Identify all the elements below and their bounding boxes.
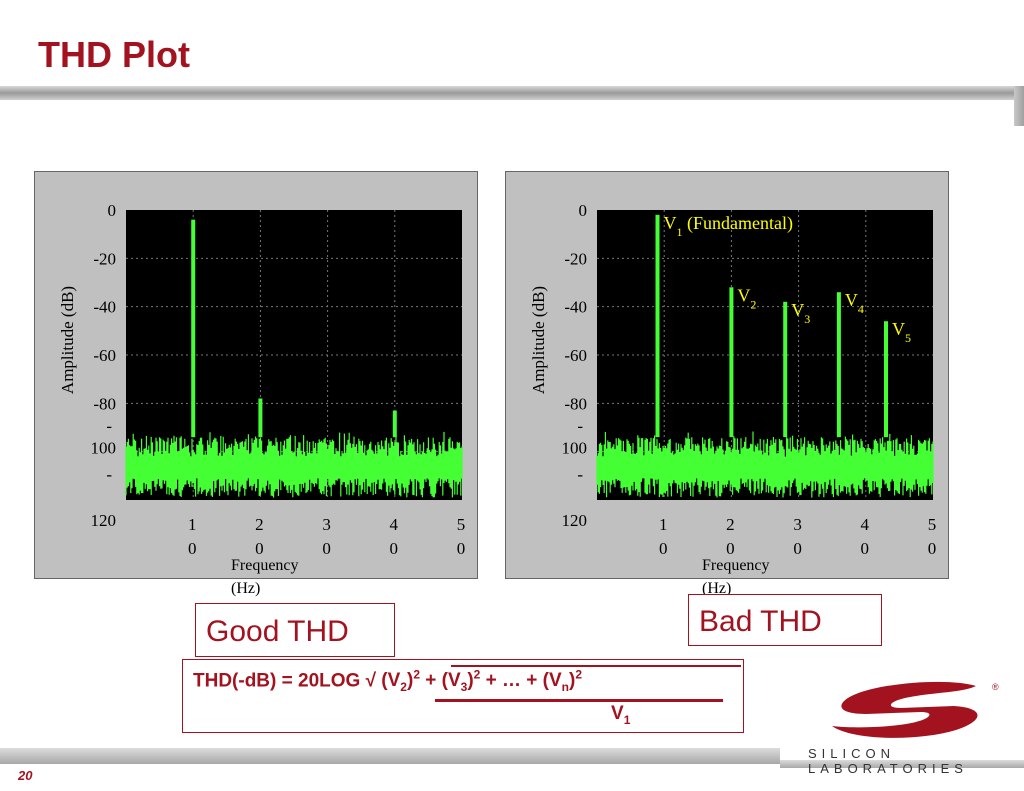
x-tick-label: 0 (928, 539, 937, 558)
y-tick-label: 120 (562, 511, 588, 530)
x-axis-label: Frequency (231, 557, 299, 574)
peak-label: V2 (737, 285, 756, 311)
x-tick-label: 3 (322, 515, 331, 534)
x-tick-label: 2 (726, 515, 735, 534)
x-tick-label: 5 (457, 515, 466, 534)
y-tick-label: -80 (93, 394, 116, 413)
x-tick-label: 0 (793, 539, 802, 558)
x-tick-label: 2 (255, 515, 264, 534)
x-tick-label: 3 (793, 515, 802, 534)
x-tick-label: 0 (457, 539, 466, 558)
registered-mark: ® (992, 682, 999, 692)
bad-thd-label: Bad THD (688, 594, 882, 646)
y-tick-label: -40 (564, 298, 587, 317)
formula-term: (V3)2 + … + (441, 668, 543, 695)
y-tick-label: - (577, 417, 583, 436)
x-tick-label: 1 (659, 515, 668, 534)
y-tick-label: - (106, 417, 112, 436)
noise-floor (125, 431, 463, 498)
thd-formula-box: THD(-dB) = 20LOG √ (V2)2 + (V3)2 + … + (… (182, 659, 744, 733)
spectral-peak (729, 287, 734, 438)
spectral-peak (392, 410, 397, 438)
x-tick-label: 0 (188, 539, 197, 558)
y-tick-label: -60 (564, 346, 587, 365)
y-tick-label: 100 (91, 439, 117, 458)
formula-term: (V2)2 + (381, 668, 442, 695)
spectral-peak (258, 398, 263, 438)
x-tick-label: 4 (861, 515, 870, 534)
x-tick-label: 0 (726, 539, 735, 558)
y-tick-label: 100 (562, 439, 588, 458)
x-axis-label: (Hz) (231, 580, 260, 597)
y-tick-label: -40 (93, 298, 116, 317)
x-axis-label: Frequency (702, 557, 770, 574)
good-thd-chart: 0 -20 -40 -60 -80 - 100 - 120 1 0 2 0 3 0 4 0 5 0 Amplitude… (58, 201, 466, 597)
y-tick-label: 0 (108, 201, 117, 220)
x-tick-label: 0 (659, 539, 668, 558)
bad-thd-chart-panel: V1 (Fundamental) V2 V3 V4 V5 0 -20 -40 -60 -80-10… (505, 171, 949, 597)
good-thd-chart-panel: 0 -20 -40 -60 -80 - 100 - 120 1 0 2 0 3 0 4 0 5 0 Amplitude… (34, 171, 478, 597)
y-tick-label: -60 (93, 346, 116, 365)
header-divider (0, 86, 1024, 100)
x-tick-label: 0 (861, 539, 870, 558)
x-axis-label: (Hz) (702, 580, 731, 597)
formula-term: (Vn)2 (542, 668, 583, 695)
spectral-peak (783, 301, 788, 438)
header-divider-end (1014, 86, 1024, 126)
spectral-peak (884, 321, 888, 438)
x-tick-label: 0 (322, 539, 331, 558)
peak-label: V3 (791, 300, 810, 326)
x-tick-label: 5 (928, 515, 937, 534)
footer-divider-end (780, 760, 1024, 768)
footer-divider (0, 748, 780, 764)
peak-label: V1 (Fundamental) (664, 213, 793, 239)
y-tick-label: - (577, 465, 583, 484)
spectral-peak (836, 292, 841, 438)
x-tick-label: 0 (390, 539, 399, 558)
fraction-bar (435, 699, 723, 702)
silicon-labs-logo-icon (832, 681, 978, 738)
page-number: 20 (18, 768, 33, 783)
brand-name: SILICON LABORATORIES (808, 746, 968, 776)
x-tick-label: 1 (188, 515, 197, 534)
formula-numerator: (V2)2 + (V3)2 + … + (Vn)2 (381, 668, 583, 695)
noise-floor (596, 431, 934, 498)
peak-label: V4 (845, 290, 864, 316)
y-axis-label: Amplitude (dB) (58, 286, 77, 394)
formula-denominator: V1 (611, 703, 631, 727)
thd-formula: THD(-dB) = 20LOG √ (V2)2 + (V3)2 + … + (… (193, 668, 582, 694)
y-tick-label: -80 (564, 394, 587, 413)
radical-bar (451, 665, 741, 667)
good-thd-label: Good THD (195, 603, 395, 657)
spectral-peak (655, 214, 660, 438)
y-tick-label: 120 (91, 511, 117, 530)
slide-title: THD Plot (38, 34, 190, 75)
x-tick-label: 4 (390, 515, 399, 534)
formula-lhs: THD(-dB) = 20LOG √ (193, 670, 382, 692)
y-tick-label: -20 (93, 249, 116, 268)
x-tick-label: 0 (255, 539, 264, 558)
y-tick-label: - (106, 465, 112, 484)
y-tick-label: -20 (564, 249, 587, 268)
y-tick-label: 0 (579, 201, 588, 220)
spectral-peak (191, 219, 196, 438)
peak-label: V5 (892, 319, 911, 345)
y-axis-label: Amplitude (dB) (529, 286, 548, 394)
bad-thd-chart: V1 (Fundamental)V2 V3V4V50-20-40-60-80-10… (529, 201, 937, 597)
